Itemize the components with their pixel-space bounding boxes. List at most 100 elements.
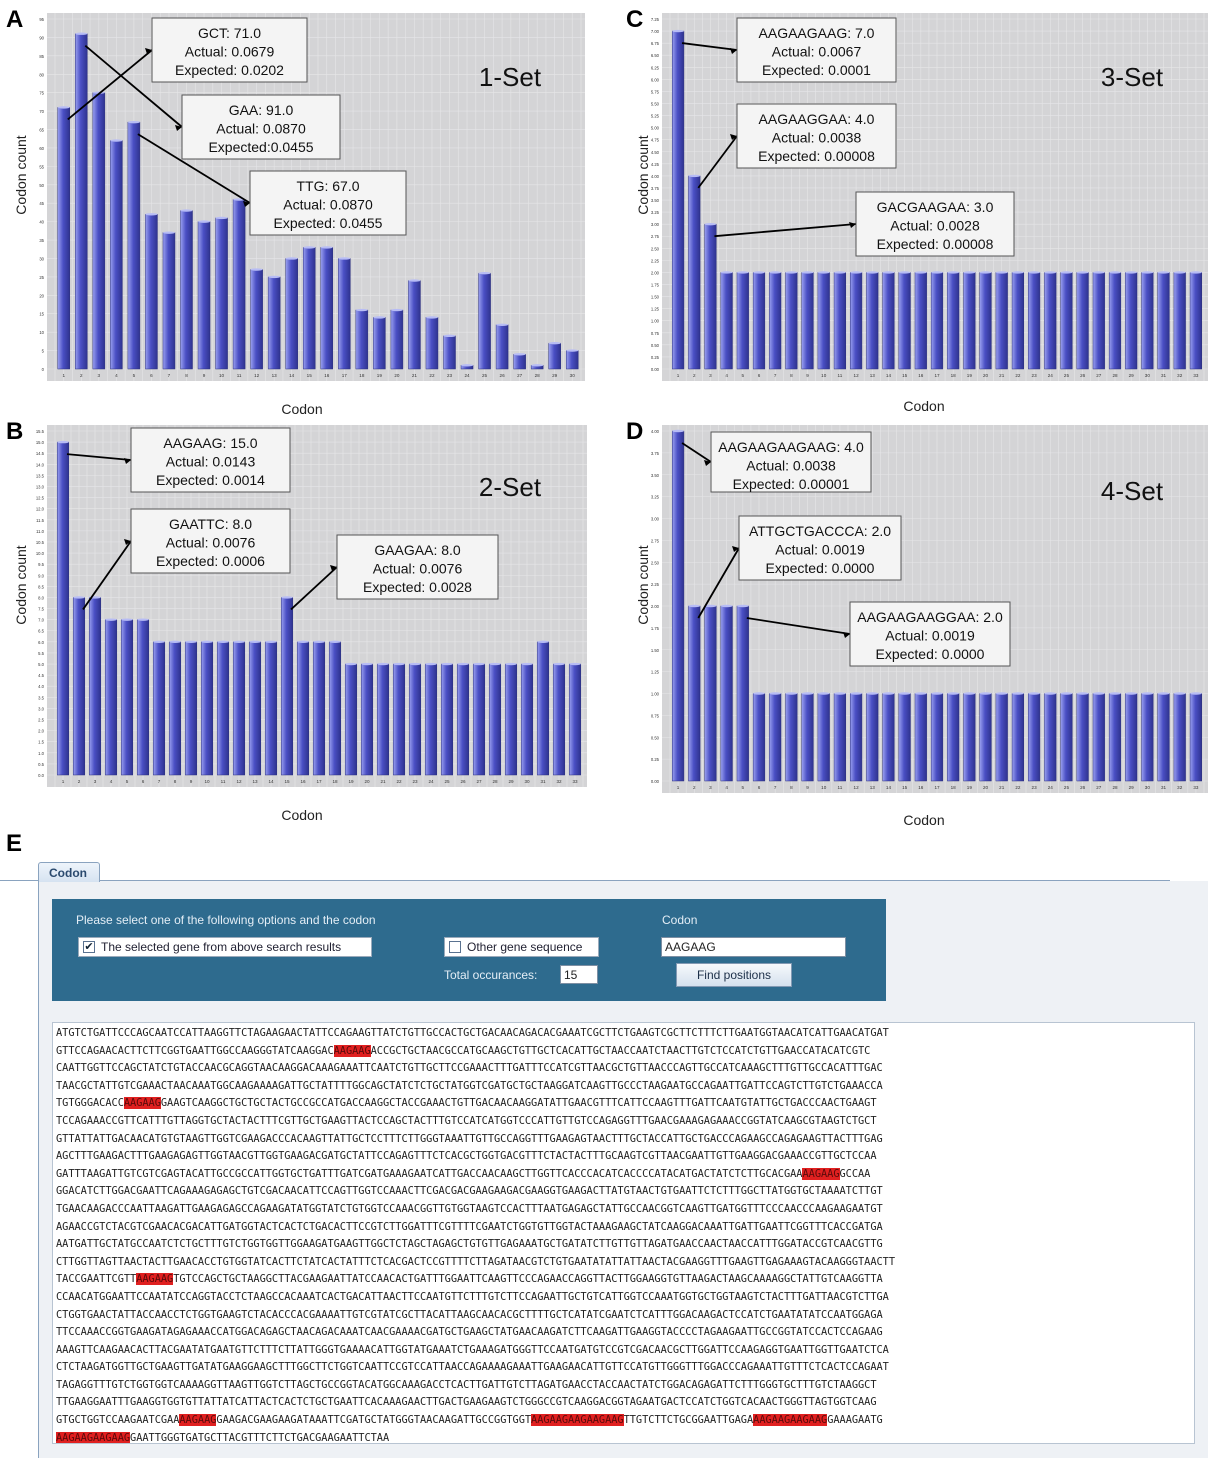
bar-14 [882, 272, 895, 370]
bar-cap [265, 640, 277, 644]
checkbox-checked-icon[interactable]: ✔ [83, 941, 95, 953]
x-tick-label: 27 [1096, 373, 1102, 378]
selected-gene-option[interactable]: ✔ The selected gene from above search re… [78, 937, 372, 957]
bar-8 [168, 641, 182, 776]
x-tick-label: 16 [918, 373, 924, 378]
bar-7 [162, 232, 176, 370]
y-tick-label: 95 [39, 17, 44, 22]
x-tick-label: 9 [806, 785, 809, 790]
bar-cap [834, 271, 846, 274]
codon-input[interactable]: AAGAAG [661, 937, 846, 957]
set-label: 4-Set [1101, 476, 1164, 506]
bar-5 [736, 605, 749, 782]
bar-17 [930, 693, 944, 782]
bar-cap [979, 271, 992, 274]
codon-match-highlight: AAGAAG [333, 1044, 371, 1057]
y-tick-label: 2.25 [651, 258, 660, 263]
x-tick-label: 18 [951, 785, 957, 790]
panel-label-e: E [6, 830, 23, 857]
x-tick-label: 32 [1177, 373, 1183, 378]
bar-cap [443, 334, 456, 338]
sequence-text: TAACGCTATTGTCGAAACTAACAAATGGCAAGAAAAGATT… [56, 1079, 883, 1092]
bar-11 [216, 641, 230, 776]
other-gene-option[interactable]: Other gene sequence [444, 937, 599, 957]
y-tick-label: 9.5 [38, 562, 44, 567]
find-positions-button[interactable]: Find positions [676, 963, 792, 987]
y-tick-label: 0.00 [651, 367, 660, 372]
y-tick-label: 2.5 [38, 718, 44, 723]
y-axis-label: Codon count [13, 135, 29, 215]
bar-cap [1109, 271, 1121, 274]
sequence-line: TTCCAAACCGGTGAAGATAGAGAAACCATGGACAGAGCTA… [56, 1324, 1191, 1342]
bar-1 [57, 107, 71, 370]
annotation-box [710, 431, 872, 493]
x-tick-label: 32 [1177, 785, 1183, 790]
sequence-line: CAATTGGTTCCAGCTATCTGTACCAACGCAGGTAACAAGG… [56, 1060, 1191, 1078]
bar-cap [513, 353, 526, 356]
bar-21 [376, 663, 390, 776]
y-tick-label: 15.5 [36, 429, 45, 434]
annotation-pointer [82, 540, 132, 610]
y-tick-label: 3.75 [651, 451, 660, 456]
arrow-head-icon [243, 201, 250, 207]
x-tick-label: 26 [460, 779, 466, 784]
arrow-head-icon [732, 546, 739, 552]
y-tick-label: 5.5 [38, 651, 44, 656]
annotation-box [181, 94, 341, 160]
bar-cap [285, 257, 298, 260]
x-tick-label: 26 [500, 373, 506, 378]
annotation-pointer [697, 135, 738, 189]
x-tick-label: 27 [517, 373, 523, 378]
y-tick-label: 10 [39, 330, 44, 335]
sequence-text: CTCTAAGATGGTTGCTGAAGTTGATATGAAGGAAGCTTTG… [56, 1361, 889, 1374]
bar-22 [425, 317, 439, 370]
annotation-text: ATTGCTGACCCA: 2.0 [749, 523, 891, 539]
bar-25 [1060, 693, 1073, 782]
y-tick-label: 7.0 [38, 618, 44, 623]
bar-19 [963, 272, 976, 370]
x-tick-label: 33 [1193, 373, 1199, 378]
bar-13 [866, 272, 879, 370]
x-tick-label: 28 [535, 373, 541, 378]
sequence-text: GCCAA [839, 1167, 871, 1180]
bar-14 [285, 258, 298, 370]
x-tick-label: 15 [307, 373, 313, 378]
bar-cap [1141, 271, 1154, 274]
bar-cap [1125, 692, 1138, 695]
bar-cap [361, 662, 373, 666]
checkbox-empty-icon[interactable] [449, 941, 461, 953]
bar-cap [882, 271, 895, 274]
bar-11 [232, 199, 246, 370]
y-tick-label: 7.5 [38, 607, 44, 612]
bar-31 [1157, 272, 1170, 370]
y-tick-label: 2.75 [651, 234, 660, 239]
y-tick-label: 0 [42, 367, 45, 372]
bar-17 [312, 641, 326, 776]
tab-codon[interactable]: Codon [38, 862, 100, 882]
x-tick-label: 11 [838, 373, 843, 378]
y-tick-label: 60 [39, 146, 44, 151]
y-tick-label: 0.50 [651, 735, 660, 740]
bar-cap [180, 209, 193, 212]
bar-cap [672, 29, 684, 33]
x-tick-label: 21 [380, 779, 386, 784]
bar-cap [753, 271, 765, 274]
bar-7 [769, 272, 782, 370]
y-tick-label: 2.25 [651, 582, 660, 587]
annotation-box [849, 601, 1011, 667]
bar-cap [769, 692, 782, 695]
x-tick-label: 6 [142, 779, 145, 784]
bar-12 [250, 269, 263, 370]
annotation-text: Actual: 0.0679 [185, 44, 275, 60]
codon-match-highlight: AAGAAGAAGAAG [56, 1431, 131, 1444]
x-tick-label: 30 [570, 373, 576, 378]
bar-30 [565, 350, 579, 370]
bar-cap [105, 618, 117, 621]
bar-cap [1173, 692, 1186, 695]
bar-30 [520, 663, 534, 776]
bar-cap [769, 271, 782, 274]
bar-cap [268, 275, 281, 279]
x-tick-label: 7 [168, 373, 171, 378]
sequence-display: ATGTCTGATTCCCAGCAATCCATTAAGGTTCTAGAAGAAC… [52, 1022, 1195, 1444]
bar-cap [1012, 271, 1024, 274]
